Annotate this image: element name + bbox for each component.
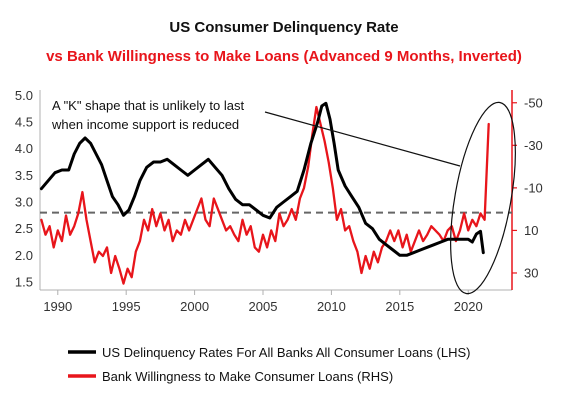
x-tick-label: 2010 — [317, 299, 346, 314]
annotation-line-2: when income support is reduced — [51, 117, 239, 132]
left-tick-label: 3.0 — [15, 195, 33, 210]
right-tick-label: -30 — [524, 138, 543, 153]
x-axis-ticks: 1990 1995 2000 2005 2010 2015 2020 — [43, 290, 483, 314]
right-tick-label: -50 — [524, 95, 543, 110]
annotation-line-1: A "K" shape that is unlikely to last — [52, 98, 244, 113]
x-tick-label: 1995 — [112, 299, 141, 314]
x-tick-label: 2020 — [454, 299, 483, 314]
x-tick-label: 2015 — [385, 299, 414, 314]
right-tick-label: -10 — [524, 180, 543, 195]
right-axis-ticks: -50 -30 -10 10 30 — [512, 95, 543, 280]
chart-title: US Consumer Delinquency Rate — [169, 19, 398, 36]
legend-label-lhs: US Delinquency Rates For All Banks All C… — [102, 345, 471, 360]
legend-label-rhs: Bank Willingness to Make Consumer Loans … — [102, 369, 393, 384]
x-tick-label: 2000 — [180, 299, 209, 314]
right-tick-label: 10 — [524, 223, 538, 238]
left-tick-label: 4.0 — [15, 141, 33, 156]
x-tick-label: 1990 — [43, 299, 72, 314]
x-tick-label: 2005 — [249, 299, 278, 314]
annotation-pointer — [264, 111, 461, 167]
highlight-ellipse — [450, 101, 516, 295]
legend: US Delinquency Rates For All Banks All C… — [68, 345, 471, 384]
left-tick-label: 2.5 — [15, 221, 33, 236]
series-lines — [39, 101, 490, 285]
plot-area: 1990 1995 2000 2005 2010 2015 2020 5.0 4.5 4.0 3.… — [15, 88, 543, 314]
left-tick-label: 5.0 — [15, 88, 33, 103]
left-axis-ticks: 5.0 4.5 4.0 3.5 3.0 2.5 2.0 1.5 — [15, 88, 33, 290]
left-tick-label: 1.5 — [15, 275, 33, 290]
series-line-rhs — [40, 105, 490, 285]
left-tick-label: 4.5 — [15, 115, 33, 130]
chart-subtitle: vs Bank Willingness to Make Loans (Advan… — [46, 48, 522, 65]
series-line-lhs — [39, 101, 485, 257]
right-tick-label: 30 — [524, 265, 538, 280]
left-tick-label: 3.5 — [15, 168, 33, 183]
left-tick-label: 2.0 — [15, 248, 33, 263]
